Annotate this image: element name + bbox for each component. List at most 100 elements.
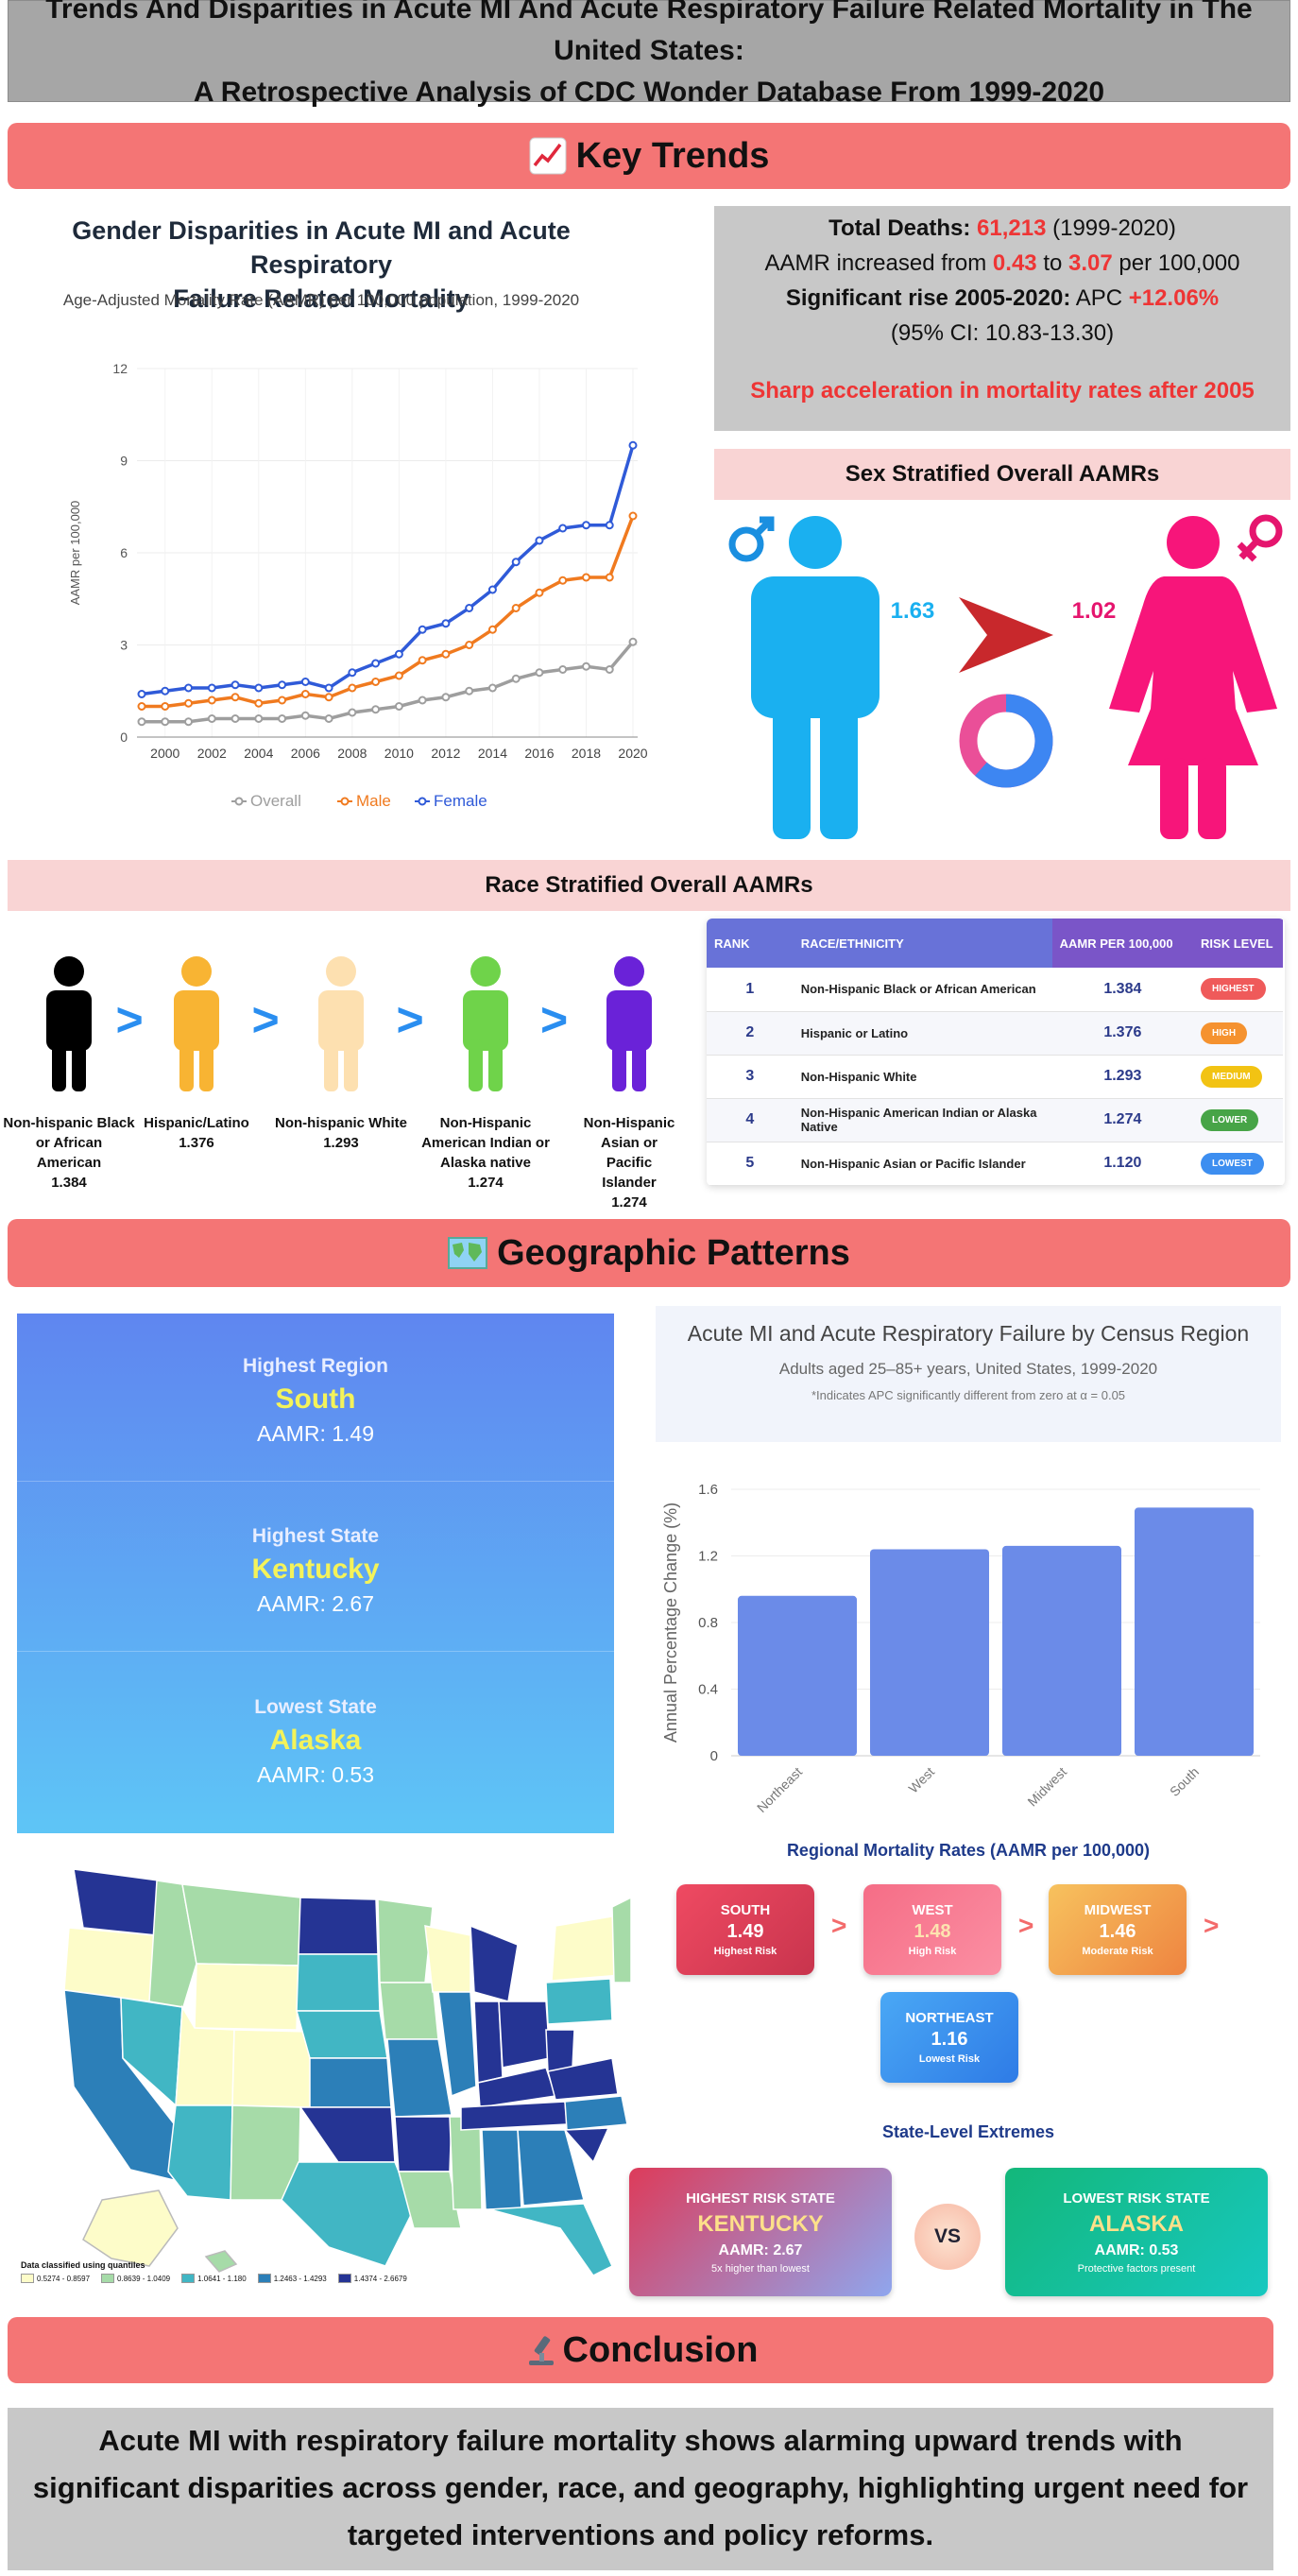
geo-stat-aamr: AAMR: 1.49 — [257, 1421, 374, 1446]
map-legend: 0.5274 - 0.8597 0.8639 - 1.0409 1.0641 - 1… — [21, 2274, 407, 2283]
data-point-male — [161, 702, 170, 711]
data-point-male — [137, 702, 146, 711]
lowest-risk-state-note: Protective factors present — [1077, 2262, 1196, 2275]
female-symbol-icon — [1237, 514, 1283, 562]
y-tick-label: 3 — [120, 638, 128, 653]
data-point-female — [605, 521, 614, 530]
race-figure-label-line: Non-Hispanic — [439, 1115, 532, 1131]
map-state-la — [398, 2171, 462, 2229]
data-point-male — [348, 683, 357, 693]
data-point-male — [535, 588, 544, 597]
geo-stat-value: Kentucky — [251, 1554, 380, 1585]
race-figure-label-line: American — [36, 1155, 102, 1171]
map-state-az — [167, 2104, 233, 2201]
highest-risk-state-card: HIGHEST RISK STATE KENTUCKY AAMR: 2.67 5… — [629, 2168, 892, 2296]
data-point-male — [487, 625, 497, 634]
lowest-risk-state-label: LOWEST RISK STATE — [1063, 2190, 1210, 2207]
race-cell-risk: LOWEST — [1193, 1142, 1283, 1186]
regional-rates-title: Regional Mortality Rates (AAMR per 100,0… — [786, 1841, 1151, 1860]
sex-share-donut — [959, 694, 1053, 788]
map-state-sd — [296, 1953, 381, 2012]
geo-stat-aamr: AAMR: 0.53 — [257, 1761, 374, 1787]
gender-chart-title: Gender Disparities in Acute MI and Acute… — [9, 214, 633, 316]
race-cell-rank: 3 — [707, 1055, 794, 1099]
lowest-risk-state-aamr: AAMR: 0.53 — [1094, 2241, 1179, 2258]
map-state-wv — [545, 2029, 575, 2072]
gender-chart-title-line-1: Gender Disparities in Acute MI and Acute… — [72, 216, 571, 279]
map-state-nc — [564, 2095, 628, 2131]
lowest-risk-state-name: ALASKA — [1089, 2210, 1184, 2237]
data-point-overall — [161, 717, 170, 727]
series-line-female — [141, 444, 635, 696]
race-cell-race: Non-Hispanic Black or African American — [793, 968, 1052, 1012]
data-point-female — [558, 524, 568, 533]
map-state-nd — [298, 1897, 379, 1955]
aamr-increase-suffix: per 100,000 — [1119, 250, 1240, 276]
race-figure-label-line: Non-Hispanic — [583, 1115, 675, 1131]
map-state-or — [63, 1927, 156, 2002]
race-ranking-table: RANK RACE/ETHNICITY AAMR PER 100,000 RIS… — [707, 919, 1283, 1186]
data-point-female — [207, 683, 216, 693]
title-line-1: Trends And Disparities in Acute MI And A… — [45, 0, 1253, 66]
data-point-overall — [394, 702, 403, 711]
bar-south — [1135, 1507, 1254, 1756]
x-tick-label: 2010 — [384, 746, 414, 761]
race-cell-rank: 5 — [707, 1142, 794, 1186]
y-tick-label: 0 — [710, 1748, 718, 1764]
map-legend-swatch — [337, 2274, 351, 2283]
confidence-interval: (95% CI: 10.83-13.30) — [890, 320, 1115, 346]
data-point-female — [581, 521, 590, 530]
map-state-fl — [488, 2203, 613, 2275]
conclusion-box: Acute MI with respiratory failure mortal… — [8, 2408, 1273, 2570]
region-card-risk: High Risk — [908, 1946, 957, 1957]
map-state-hi — [204, 2250, 238, 2273]
legend-label-male: Male — [356, 792, 391, 810]
region-greater-than-sign: > — [831, 1911, 847, 1940]
legend-label-female: Female — [434, 792, 487, 810]
title-banner: Trends And Disparities in Acute MI And A… — [8, 0, 1290, 108]
col-rank: RANK — [707, 919, 794, 968]
data-point-overall — [207, 714, 216, 723]
total-deaths-line: Total Deaths: 61,213 (1999-2020) — [714, 211, 1290, 246]
bar-midwest — [1002, 1545, 1121, 1756]
race-cell-risk: MEDIUM — [1193, 1055, 1283, 1099]
total-deaths-label: Total Deaths: — [828, 215, 971, 241]
data-point-overall — [254, 714, 264, 723]
data-point-female — [441, 619, 451, 628]
data-point-male — [558, 575, 568, 585]
data-point-female — [231, 680, 240, 690]
region-chart-title: Acute MI and Acute Respiratory Failure b… — [687, 1321, 1250, 1346]
risk-badge: HIGH — [1201, 1022, 1248, 1044]
race-cell-rank: 1 — [707, 968, 794, 1012]
data-point-overall — [487, 683, 497, 693]
map-legend-title: Data classified using quantiles — [21, 2260, 145, 2270]
region-card-risk: Moderate Risk — [1082, 1946, 1153, 1957]
map-state-ny — [551, 1915, 623, 1982]
col-risk: RISK LEVEL — [1193, 919, 1283, 968]
map-legend-label: 0.8639 - 1.0409 — [117, 2274, 171, 2283]
risk-badge: HIGHEST — [1201, 978, 1266, 1001]
bar-west — [870, 1549, 989, 1756]
map-state-mn — [377, 1898, 434, 1984]
sex-comparison-graphic: 1.63 1.02 — [728, 514, 1283, 839]
map-legend-item: 1.4374 - 2.6679 — [337, 2274, 407, 2283]
x-tick-label: 2014 — [478, 746, 507, 761]
region-card-name: NORTHEAST — [905, 2010, 994, 2026]
legend-label-overall: Overall — [250, 792, 301, 810]
map-state-wy — [194, 1963, 299, 2031]
race-figure-label-line: Asian or — [600, 1135, 658, 1151]
table-row: 3 Non-Hispanic White 1.293 MEDIUM — [707, 1055, 1283, 1099]
map-state-ne-states — [611, 1897, 631, 1984]
conclusion-line-3: targeted interventions and policy reform… — [347, 2518, 934, 2551]
race-cell-risk: HIGHEST — [1193, 968, 1283, 1012]
x-tick-label: 2012 — [431, 746, 460, 761]
data-point-male — [418, 656, 427, 665]
data-point-male — [441, 649, 451, 659]
table-row: 5 Non-Hispanic Asian or Pacific Islander 1… — [707, 1142, 1283, 1186]
map-legend-label: 1.2463 - 1.4293 — [273, 2274, 327, 2283]
data-point-male — [324, 693, 333, 702]
geo-stat-card: Highest Region South AAMR: 1.49 — [17, 1321, 614, 1482]
x-tick-label: West — [905, 1764, 937, 1796]
vs-badge: VS — [914, 2204, 981, 2270]
map-legend-item: 1.0641 - 1.180 — [181, 2274, 247, 2283]
